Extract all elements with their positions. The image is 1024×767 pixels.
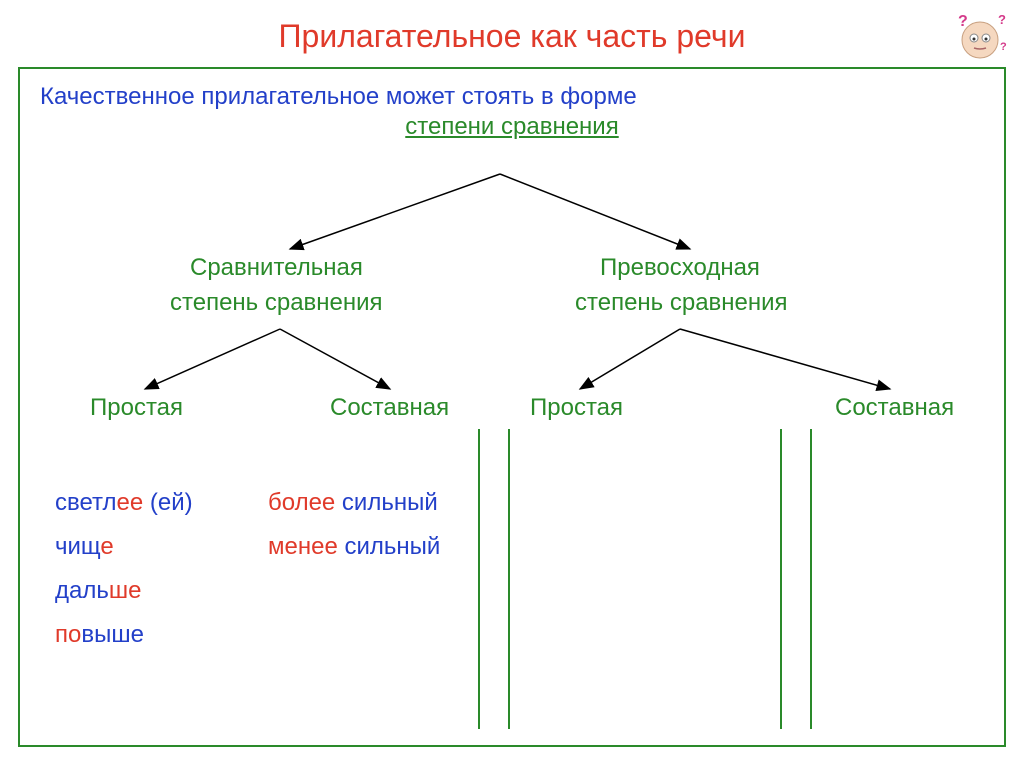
svg-text:?: ?	[958, 13, 968, 30]
column-divider	[478, 429, 480, 729]
node-comparative-1: Сравнительная	[190, 254, 363, 282]
intro-line-2: степени сравнения	[40, 113, 984, 141]
leaf-compound-left: Составная	[330, 394, 449, 422]
example-item: повыше	[55, 621, 144, 649]
svg-text:?: ?	[1000, 41, 1007, 53]
page-title: Прилагательное как часть речи	[0, 0, 1024, 67]
example-item: светлее (ей)	[55, 489, 193, 517]
leaf-simple-left: Простая	[90, 394, 183, 422]
intro-line-1: Качественное прилагательное может стоять…	[40, 81, 984, 113]
leaf-simple-right: Простая	[530, 394, 623, 422]
example-item: дальше	[55, 577, 141, 605]
node-superlative-1: Превосходная	[600, 254, 760, 282]
example-item: чище	[55, 533, 114, 561]
node-comparative-2: степень сравнения	[170, 289, 383, 317]
leaf-compound-right: Составная	[835, 394, 954, 422]
thinking-face-icon: ? ? ?	[950, 8, 1010, 68]
example-item: более сильный	[268, 489, 438, 517]
diagram-container: Качественное прилагательное может стоять…	[18, 67, 1006, 747]
svg-text:?: ?	[998, 12, 1006, 27]
node-superlative-2: степень сравнения	[575, 289, 788, 317]
column-divider	[810, 429, 812, 729]
column-divider	[508, 429, 510, 729]
column-divider	[780, 429, 782, 729]
example-item: менее сильный	[268, 533, 440, 561]
